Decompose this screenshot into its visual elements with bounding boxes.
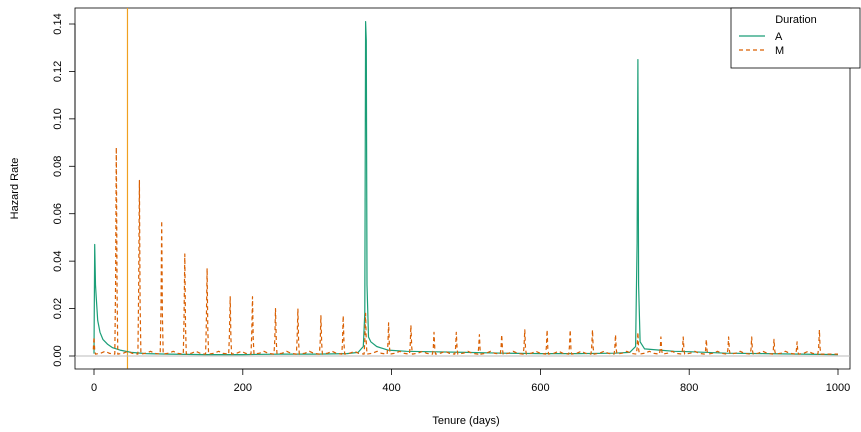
- x-tick-label: 600: [531, 382, 549, 394]
- legend: Duration A M: [730, 7, 861, 69]
- legend-title: Duration: [775, 14, 817, 26]
- x-tick-label: 200: [234, 382, 252, 394]
- y-tick-label: 0.12: [52, 61, 64, 82]
- legend-entry-M: M: [775, 45, 784, 57]
- y-axis-title: Hazard Rate: [9, 158, 21, 220]
- x-tick-label: 1000: [826, 382, 850, 394]
- series-line-M: [92, 146, 838, 355]
- y-tick-label: 0.10: [52, 108, 64, 129]
- y-axis: 0.00 0.02 0.04 0.06 0.08 0.10 0.12 0.14: [52, 13, 76, 367]
- y-tick-label: 0.08: [52, 156, 64, 177]
- y-tick-label: 0.14: [52, 13, 64, 34]
- series-line-A: [93, 21, 839, 356]
- x-axis-title: Tenure (days): [432, 415, 499, 427]
- legend-box: [730, 7, 861, 69]
- reference-lines: [75, 8, 850, 369]
- y-tick-label: 0.00: [52, 345, 64, 366]
- series-layer: [92, 21, 839, 356]
- legend-entry-A: A: [775, 31, 783, 43]
- y-tick-label: 0.04: [52, 250, 64, 271]
- y-tick-label: 0.06: [52, 203, 64, 224]
- x-axis: 0 200 400 600 800 1000: [91, 368, 850, 394]
- x-tick-label: 800: [680, 382, 698, 394]
- y-tick-label: 0.02: [52, 298, 64, 319]
- x-tick-label: 0: [91, 382, 97, 394]
- x-tick-label: 400: [382, 382, 400, 394]
